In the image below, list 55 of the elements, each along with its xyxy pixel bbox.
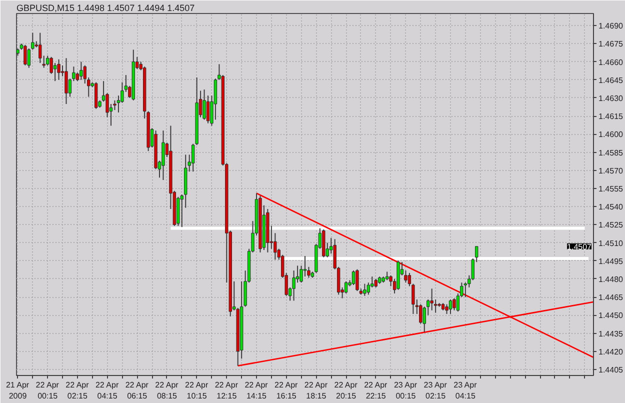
candlestick <box>57 58 60 80</box>
y-tick-label: 1.4660 <box>598 58 624 67</box>
candlestick <box>452 298 456 311</box>
y-tick-label: 1.4435 <box>598 329 624 338</box>
annotation: 1.4507 <box>567 242 592 252</box>
candlestick <box>31 32 34 50</box>
candlestick <box>162 130 165 181</box>
y-tick-label: 1.4510 <box>598 238 624 248</box>
x-tick-label: 22 Apr 20:15 <box>334 380 358 400</box>
candlestick <box>191 143 195 172</box>
x-tick-label: 23 Apr 02:15 <box>424 380 448 400</box>
y-tick-label: 1.4450 <box>598 311 624 320</box>
y-tick-label: 1.4570 <box>598 166 624 176</box>
chart-title: GBPUSD,M15 1.4498 1.4507 1.4494 1.4507 <box>16 3 195 13</box>
y-tick-label: 1.4585 <box>598 148 624 158</box>
x-tick-label: 23 Apr 00:15 <box>394 380 418 400</box>
y-tick-label: 1.4525 <box>598 220 624 230</box>
y-tick-label: 1.4630 <box>598 94 624 103</box>
candlestick <box>430 288 434 311</box>
y-tick-label: 1.4480 <box>598 274 624 284</box>
x-tick-label: 22 Apr 06:15 <box>125 380 149 400</box>
candlestick <box>24 44 27 66</box>
candlestick <box>445 304 448 314</box>
candlestick <box>303 256 307 278</box>
y-tick-label: 1.4555 <box>598 184 624 194</box>
y-tick-label: 1.4495 <box>598 256 624 266</box>
candlestick <box>53 62 57 82</box>
candlestick <box>448 298 452 314</box>
y-tick-label: 1.4675 <box>598 40 624 49</box>
y-tick-label: 1.4690 <box>598 22 624 31</box>
y-tick-label: 1.4615 <box>598 112 624 122</box>
x-tick-label: 22 Apr 02:15 <box>66 380 90 400</box>
y-tick-label: 1.4600 <box>598 130 624 140</box>
x-tick-label: 22 Apr 18:15 <box>304 380 328 400</box>
y-tick-label: 1.4420 <box>598 347 624 356</box>
y-tick-label: 1.4465 <box>598 293 624 302</box>
x-tick-label: 22 Apr 12:15 <box>214 380 238 400</box>
x-tick-label: 22 Apr 08:15 <box>155 380 179 400</box>
candlestick <box>356 268 359 292</box>
x-tick-label: 22 Apr 00:15 <box>36 380 60 400</box>
x-tick-label: 22 Apr 22:15 <box>364 380 388 400</box>
y-tick-label: 1.4405 <box>598 365 624 374</box>
x-tick-label: 22 Apr 04:15 <box>95 380 119 400</box>
candlestick <box>64 58 68 104</box>
candlestick <box>363 283 366 296</box>
y-tick-label: 1.4540 <box>598 202 624 212</box>
candlestick <box>80 61 83 80</box>
candlestick <box>27 48 31 68</box>
x-tick-label: 22 Apr 14:15 <box>244 380 268 400</box>
x-tick-label: 23 Apr 04:15 <box>454 380 478 400</box>
y-tick-label: 1.4645 <box>598 76 624 85</box>
x-tick-label: 22 Apr 10:15 <box>185 380 208 400</box>
x-tick-label: 21 Apr 2009 <box>6 380 30 400</box>
candlestick <box>202 89 206 120</box>
x-tick-label: 22 Apr 16:15 <box>274 380 298 400</box>
